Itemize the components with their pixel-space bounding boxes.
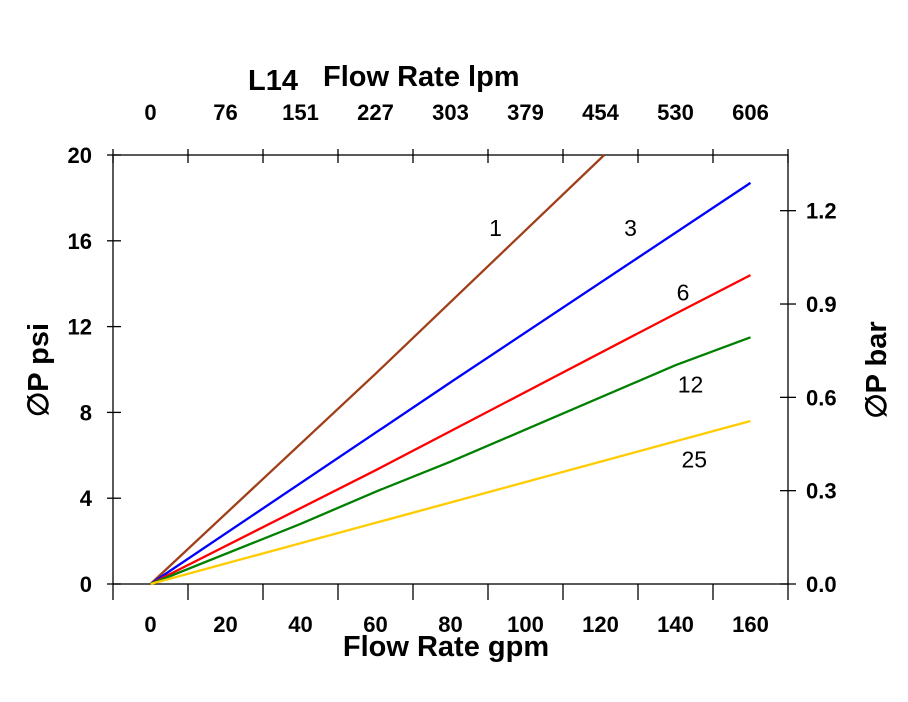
x2-tick-label: 606 bbox=[732, 100, 769, 125]
y2-tick-label: 0.6 bbox=[806, 385, 837, 410]
x2-tick-label: 303 bbox=[432, 100, 469, 125]
x2-tick-label: 0 bbox=[144, 100, 156, 125]
x2-tick-label: 227 bbox=[357, 100, 394, 125]
y2-tick-label: 0.0 bbox=[806, 572, 837, 597]
series-label-3: 3 bbox=[624, 215, 637, 241]
x2-tick-label: 76 bbox=[213, 100, 237, 125]
x-axis-label: Flow Rate gpm bbox=[343, 631, 549, 663]
y-axis-label: ∅P psi bbox=[23, 323, 55, 417]
series-line-3 bbox=[149, 181, 752, 585]
x-tick-label: 0 bbox=[144, 612, 156, 637]
series-line-12 bbox=[150, 336, 751, 586]
x-tick-label: 140 bbox=[657, 612, 694, 637]
y-tick-label: 12 bbox=[68, 315, 92, 340]
x-tick-label: 60 bbox=[363, 612, 387, 637]
x-tick-label: 40 bbox=[288, 612, 312, 637]
y2-tick-label: 0.9 bbox=[806, 292, 837, 317]
y-tick-label: 4 bbox=[80, 486, 93, 511]
y-tick-label: 16 bbox=[68, 229, 92, 254]
series-line-1 bbox=[149, 154, 606, 585]
series-line-25 bbox=[150, 419, 751, 586]
y2-tick-label: 0.3 bbox=[806, 479, 837, 504]
plot-frame bbox=[112, 154, 789, 585]
x-tick-label: 120 bbox=[582, 612, 619, 637]
x-tick-label: 20 bbox=[213, 612, 237, 637]
x-tick-label: 100 bbox=[507, 612, 544, 637]
y-tick-label: 20 bbox=[68, 143, 92, 168]
chart-title-prefix: L14 bbox=[248, 65, 298, 97]
series-label-25: 25 bbox=[681, 447, 707, 473]
series-label-12: 12 bbox=[678, 372, 704, 398]
y2-axis-label: ∅P bar bbox=[861, 321, 893, 418]
series-label-6: 6 bbox=[677, 279, 690, 305]
series-label-1: 1 bbox=[489, 215, 502, 241]
x2-tick-label: 379 bbox=[507, 100, 544, 125]
x-tick-label: 160 bbox=[732, 612, 769, 637]
chart-title: Flow Rate lpm bbox=[323, 61, 520, 93]
x2-tick-label: 151 bbox=[282, 100, 319, 125]
series-line-6 bbox=[149, 274, 752, 586]
y-tick-label: 8 bbox=[80, 400, 92, 425]
y2-tick-label: 1.2 bbox=[806, 199, 837, 224]
x-tick-label: 80 bbox=[438, 612, 462, 637]
x2-tick-label: 530 bbox=[657, 100, 694, 125]
x2-tick-label: 454 bbox=[582, 100, 619, 125]
y-tick-label: 0 bbox=[80, 572, 92, 597]
